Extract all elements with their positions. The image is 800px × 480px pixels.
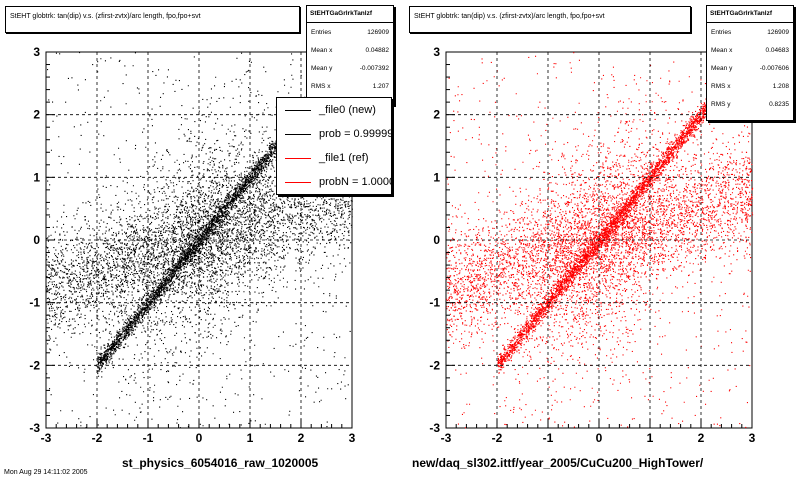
x-tick-label: -1 [143,431,154,445]
stats-value: -0.007392 [359,64,389,72]
left-stats-box: StEHTGaGrlrkTanlzf Entries 126909 Mean x 0… [306,5,394,105]
y-tick-label: 2 [33,108,40,122]
stats-row: Entries 126909 [707,23,793,41]
legend-entry: prob = 0.999999 [277,122,391,146]
stats-label: RMS x [311,82,331,90]
x-tick-label: 0 [196,431,203,445]
x-tick-label: -3 [41,431,52,445]
right-scatter-plot: -3 -2 -1 0 1 2 3 -3 -2 -1 0 1 2 3 [429,45,756,445]
x-tick-label: 2 [698,431,705,445]
y-tick-label: -3 [29,421,40,435]
stats-row: RMS y 0.8235 [707,95,793,113]
stats-label: Entries [711,28,732,36]
stats-row: Entries 126909 [307,23,393,41]
scatter-points [446,52,754,429]
legend-line [285,133,311,135]
right-plot-title: StEHT globtrk: tan(dip) v.s. (zfirst-zvt… [409,6,691,33]
y-tick-label: -1 [29,296,40,310]
x-tick-label: -2 [492,431,503,445]
y-tick-label: 0 [433,233,440,247]
stats-value: 126909 [367,28,389,36]
x-tick-label: 1 [647,431,654,445]
stats-label: Mean x [711,46,733,54]
stats-label: Mean x [311,46,333,54]
stats-label: Mean y [311,64,333,72]
stats-label: Entries [311,28,332,36]
stats-row: RMS x 1.207 [307,77,393,95]
axis-ticks [445,51,753,429]
footer-timestamp: Mon Aug 29 14:11:02 2005 [4,469,88,476]
left-x-axis-label: st_physics_6054016_raw_1020005 [122,456,319,470]
y-tick-label: -2 [429,358,440,372]
axis-ticks [45,51,353,429]
y-tick-label: -2 [29,358,40,372]
left-plot-title: StEHT globtrk: tan(dip) v.s. (zfirst-zvt… [5,6,300,33]
y-tick-label: 1 [433,170,440,184]
legend-line [285,157,311,159]
stats-value: 0.04683 [765,46,790,54]
y-tick-label: -3 [429,421,440,435]
legend-entry: _file1 (ref) [277,146,391,170]
x-tick-label: 2 [298,431,305,445]
stats-value: 1.208 [772,82,789,90]
x-tick-label: 3 [349,431,356,445]
right-stats-name: StEHTGaGrlrkTanlzf [707,6,793,23]
x-tick-label: 1 [247,431,254,445]
stats-row: RMS x 1.208 [707,77,793,95]
stats-value: -0.007606 [759,64,789,72]
stats-label: RMS x [711,82,731,90]
x-tick-label: 3 [749,431,756,445]
stats-value: 0.04882 [365,46,390,54]
legend-label: prob = 0.999999 [319,128,392,140]
y-tick-label: 2 [433,108,440,122]
x-tick-label: -2 [92,431,103,445]
stats-row: Mean y -0.007606 [707,59,793,77]
y-tick-label: -1 [429,296,440,310]
right-stats-box: StEHTGaGrlrkTanlzf Entries 126909 Mean x 0… [706,5,794,121]
legend-label: _file1 (ref) [319,152,369,164]
legend-entry: _file0 (new) [277,98,391,122]
y-tick-label: 0 [33,233,40,247]
stats-row: Mean y -0.007392 [307,59,393,77]
x-tick-label: -1 [543,431,554,445]
y-tick-label: 3 [33,45,40,59]
x-tick-label: 0 [596,431,603,445]
legend-box: _file0 (new) prob = 0.999999 _file1 (ref… [276,97,392,195]
stats-label: Mean y [711,64,733,72]
y-tick-label: 1 [33,170,40,184]
left-stats-name: StEHTGaGrlrkTanlzf [307,6,393,23]
legend-label: _file0 (new) [319,104,376,116]
stats-value: 126909 [767,28,789,36]
right-x-axis-label: new/daq_sl302.ittf/year_2005/CuCu200_Hig… [412,456,704,470]
stats-value: 1.207 [372,82,389,90]
legend-entry: probN = 1.000000 [277,170,391,194]
right-plot-pad: -3 -2 -1 0 1 2 3 -3 -2 -1 0 1 2 3 StEHT globtrk: tan(… [400,0,800,480]
scatter-points [46,52,353,429]
stats-label: RMS y [711,100,731,108]
legend-label: probN = 1.000000 [319,176,391,188]
stats-row: Mean x 0.04683 [707,41,793,59]
grid-lines [446,52,752,428]
left-plot-pad: -3 -2 -1 0 1 2 3 -3 -2 -1 0 1 2 3 StEHT globtrk: tan(… [5,5,394,470]
stats-row: Mean x 0.04882 [307,41,393,59]
y-tick-label: 3 [433,45,440,59]
legend-line [285,181,311,183]
x-tick-label: -3 [441,431,452,445]
stats-value: 0.8235 [769,100,789,108]
legend-line [285,109,311,111]
